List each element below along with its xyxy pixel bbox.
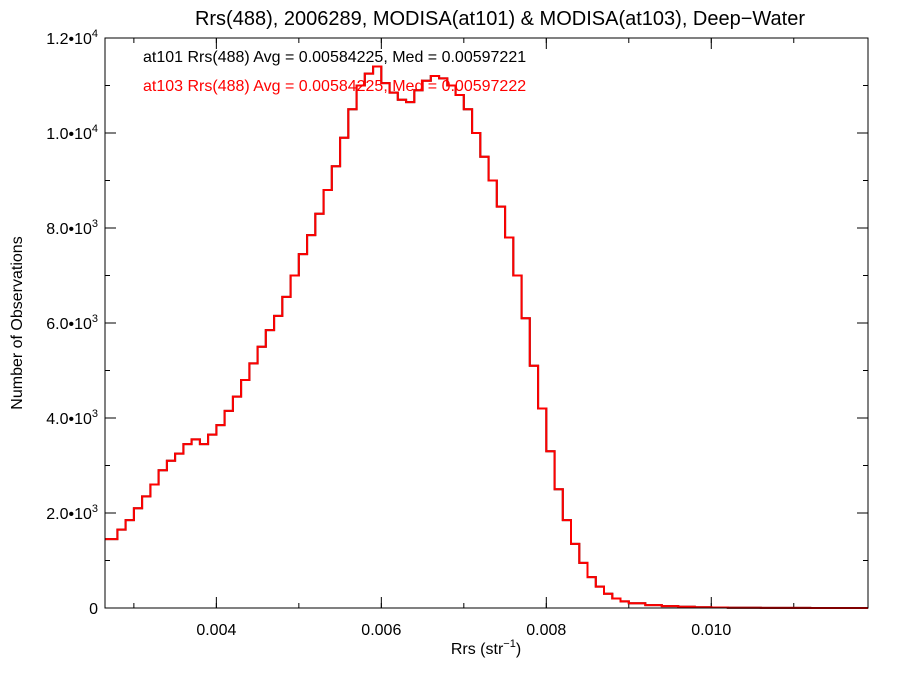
y-tick-label-exp: 4 (92, 123, 98, 135)
plot-frame (104, 37, 869, 609)
y-tick-label-exp: 3 (92, 503, 98, 515)
y-tick-label: 6.0•103 (46, 313, 98, 333)
x-tick-label: 0.010 (691, 622, 731, 639)
series-layer (105, 65, 868, 609)
axes: 0.004 0.006 0.008 0.01002.0•1034.0•1036.0•1… (46, 28, 868, 639)
x-tick-label: 0.006 (361, 622, 401, 639)
y-tick-label: 4.0•103 (46, 408, 98, 428)
x-tick-label: 0.008 (526, 622, 566, 639)
y-tick-label-exp: 3 (92, 408, 98, 420)
y-tick-label: 1.2•104 (46, 28, 98, 48)
y-tick-label: 8.0•103 (46, 218, 98, 238)
y-tick-label: 2.0•103 (46, 503, 98, 523)
chart-title: Rrs(488), 2006289, MODISA(at101) & MODIS… (195, 8, 805, 30)
x-axis-title-sup: −1 (503, 638, 516, 650)
y-tick-label-base: 0 (89, 601, 98, 618)
y-tick-label-base: 6.0•10 (46, 316, 92, 333)
y-tick-label: 0 (89, 601, 98, 618)
x-axis-title: Rrs (str−1) (451, 638, 521, 658)
x-axis-title-suffix: ) (516, 641, 521, 658)
y-tick-label-base: 4.0•10 (46, 411, 92, 428)
legend-entry-at101: at101 Rrs(488) Avg = 0.00584225, Med = 0… (143, 49, 526, 66)
y-tick-label-exp: 4 (92, 28, 98, 40)
y-tick-label-exp: 3 (92, 218, 98, 230)
x-tick-label: 0.004 (196, 622, 236, 639)
x-axis-title-text: Rrs (str (451, 641, 504, 658)
y-tick-label-base: 1.0•10 (46, 126, 92, 143)
histogram-series-at101 (105, 65, 868, 609)
y-tick-label-exp: 3 (92, 313, 98, 325)
y-tick-label-base: 8.0•10 (46, 221, 92, 238)
legend-entry-at103: at103 Rrs(488) Avg = 0.00584225, Med = 0… (143, 78, 526, 95)
y-tick-label-base: 1.2•10 (46, 31, 92, 48)
y-axis-title: Number of Observations (9, 236, 26, 409)
y-tick-label: 1.0•104 (46, 123, 98, 143)
y-tick-label-base: 2.0•10 (46, 506, 92, 523)
histogram-series-at103 (105, 65, 868, 609)
